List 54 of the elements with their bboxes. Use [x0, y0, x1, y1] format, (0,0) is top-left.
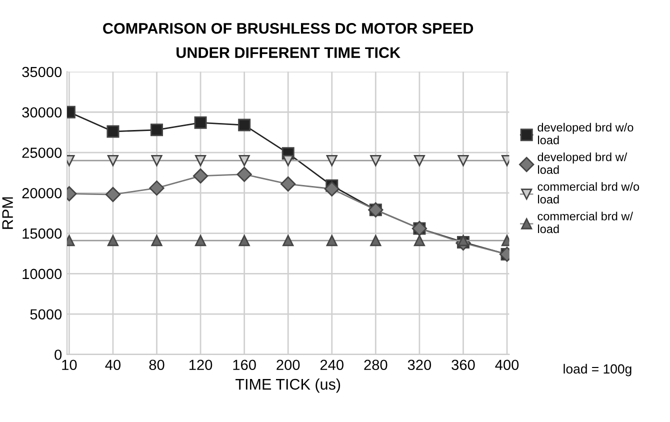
x-tick-label: 200	[276, 360, 300, 370]
point	[149, 180, 164, 196]
point	[150, 124, 164, 136]
y-tick-label: 15000	[22, 228, 62, 239]
point	[236, 166, 252, 182]
point	[282, 235, 294, 246]
point	[238, 118, 251, 132]
point	[107, 235, 119, 246]
x-tick-label: 40	[105, 360, 121, 370]
point	[326, 155, 338, 166]
legend-label: commercial brd w/ load	[538, 212, 634, 234]
point	[326, 235, 338, 246]
y-tick-label: 0	[54, 350, 62, 360]
point	[414, 155, 425, 166]
point	[106, 125, 120, 138]
x-tick-label: 360	[452, 360, 475, 370]
point	[194, 235, 206, 246]
x-tick-label: 10	[62, 360, 77, 370]
y-tick-label: 5000	[30, 309, 62, 320]
x-tick-label: 320	[408, 360, 432, 370]
point	[105, 186, 121, 202]
point	[194, 116, 207, 129]
legend-label: developed brd w/ load	[538, 152, 628, 174]
point	[194, 155, 206, 166]
y-tick-label: 25000	[22, 148, 62, 158]
point	[370, 155, 382, 166]
y-tick-label: 10000	[22, 268, 62, 280]
x-tick-label: 80	[149, 360, 164, 370]
text: load = 100g	[564, 364, 632, 376]
chart-title: COMPARISON OF BRUSHLESS DC MOTOR SPEED UNDER DIFFERENT TIME TICK	[103, 22, 474, 58]
point	[238, 155, 250, 166]
y-tick-label: 35000	[22, 66, 62, 78]
legend-label: developed brd w/o load	[538, 122, 634, 144]
legend-label: commercial brd w/o load	[538, 182, 640, 204]
point	[107, 155, 119, 166]
x-tick-label: 120	[189, 360, 212, 370]
point	[238, 235, 250, 246]
y-tick-label: 30000	[22, 107, 62, 118]
x-axis-title: TIME TICK (us)	[236, 378, 340, 393]
point	[458, 155, 469, 166]
y-axis-title: RPM	[2, 197, 13, 229]
point	[370, 235, 382, 246]
x-tick-label: 240	[320, 360, 344, 370]
point	[324, 181, 340, 196]
point	[151, 235, 162, 246]
x-tick-label: 160	[233, 360, 256, 370]
point	[282, 155, 294, 166]
point	[151, 155, 162, 166]
point	[280, 176, 296, 192]
y-tick-label: 20000	[22, 188, 62, 198]
x-tick-label: 400	[495, 360, 519, 370]
point	[192, 168, 208, 184]
x-tick-label: 280	[364, 360, 388, 370]
point	[414, 235, 425, 246]
